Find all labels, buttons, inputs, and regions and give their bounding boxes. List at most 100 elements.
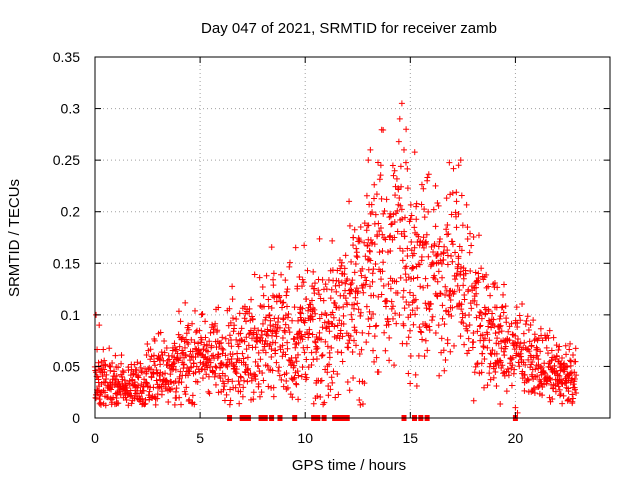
data-point xyxy=(516,312,523,319)
data-point xyxy=(297,310,304,317)
data-point xyxy=(448,312,455,319)
data-point xyxy=(272,347,279,354)
data-point xyxy=(321,399,328,406)
data-point xyxy=(564,397,571,404)
data-point xyxy=(248,296,255,303)
data-point xyxy=(471,369,478,376)
data-point xyxy=(240,384,247,391)
data-point xyxy=(409,307,416,314)
data-point xyxy=(356,396,363,403)
data-point xyxy=(452,276,459,283)
data-point xyxy=(315,287,322,294)
data-point xyxy=(463,201,470,208)
data-point xyxy=(303,356,310,363)
data-point xyxy=(237,374,244,381)
data-point xyxy=(485,306,492,313)
data-point xyxy=(298,332,305,339)
data-point xyxy=(357,401,364,408)
data-point xyxy=(302,317,309,324)
data-point xyxy=(245,365,252,372)
data-point xyxy=(205,388,212,395)
data-point xyxy=(376,176,383,183)
data-point xyxy=(522,361,529,368)
data-point xyxy=(228,336,235,343)
data-point xyxy=(436,238,443,245)
data-point xyxy=(403,299,410,306)
data-point xyxy=(168,378,175,385)
data-point xyxy=(185,326,192,333)
y-tick-label: 0.15 xyxy=(53,255,80,271)
data-point xyxy=(509,354,516,361)
data-point xyxy=(318,377,325,384)
x-tick-label: 20 xyxy=(508,430,524,446)
data-point xyxy=(298,333,305,340)
data-point xyxy=(464,224,471,231)
data-point xyxy=(192,307,199,314)
data-point xyxy=(488,351,495,358)
data-point xyxy=(485,283,492,290)
data-point xyxy=(559,354,566,361)
data-point xyxy=(299,276,306,283)
data-point xyxy=(205,373,212,380)
data-point xyxy=(388,298,395,305)
data-point xyxy=(239,350,246,357)
chart-title: Day 047 of 2021, SRMTID for receiver zam… xyxy=(201,20,497,37)
data-point xyxy=(531,385,538,392)
data-point xyxy=(420,284,427,291)
data-point xyxy=(131,394,138,401)
data-point xyxy=(206,338,213,345)
data-point xyxy=(100,346,107,353)
data-point xyxy=(287,391,294,398)
data-point xyxy=(185,367,192,374)
data-point xyxy=(430,249,437,256)
data-point xyxy=(521,387,528,394)
data-point xyxy=(330,314,337,321)
data-point xyxy=(470,397,477,404)
data-point xyxy=(556,343,563,350)
plot-frame xyxy=(94,56,611,419)
data-point xyxy=(486,337,493,344)
data-point xyxy=(437,290,444,297)
data-point xyxy=(218,360,225,367)
data-point xyxy=(297,309,304,316)
data-point xyxy=(394,290,401,297)
data-point xyxy=(316,329,323,336)
data-point xyxy=(545,350,551,357)
data-point xyxy=(351,269,358,276)
data-point xyxy=(470,338,477,345)
data-point xyxy=(229,378,236,385)
data-point xyxy=(558,376,565,383)
data-point xyxy=(370,347,377,354)
y-tick-label: 0.25 xyxy=(53,152,80,168)
data-point xyxy=(151,337,158,344)
data-point xyxy=(121,377,128,384)
data-point xyxy=(367,237,374,244)
data-point xyxy=(399,257,406,264)
data-point xyxy=(358,272,365,279)
data-point xyxy=(408,212,415,219)
data-point xyxy=(346,222,353,229)
data-point xyxy=(458,301,465,308)
data-point xyxy=(387,210,394,217)
data-point xyxy=(348,316,355,323)
data-point xyxy=(474,328,481,335)
data-point xyxy=(424,282,431,289)
data-point xyxy=(404,252,411,259)
data-point xyxy=(265,296,272,303)
data-point xyxy=(567,379,574,386)
data-point xyxy=(463,323,470,330)
data-point xyxy=(462,270,469,277)
data-point xyxy=(384,297,391,304)
data-point xyxy=(163,344,170,351)
data-point xyxy=(212,363,219,370)
data-point xyxy=(236,310,243,317)
data-point xyxy=(572,345,579,352)
data-point xyxy=(439,315,446,322)
data-point xyxy=(293,381,300,388)
data-point xyxy=(224,363,231,370)
data-point xyxy=(332,282,339,289)
data-point xyxy=(390,211,397,218)
data-point xyxy=(526,338,533,345)
data-point xyxy=(388,305,395,312)
data-point xyxy=(340,320,347,327)
